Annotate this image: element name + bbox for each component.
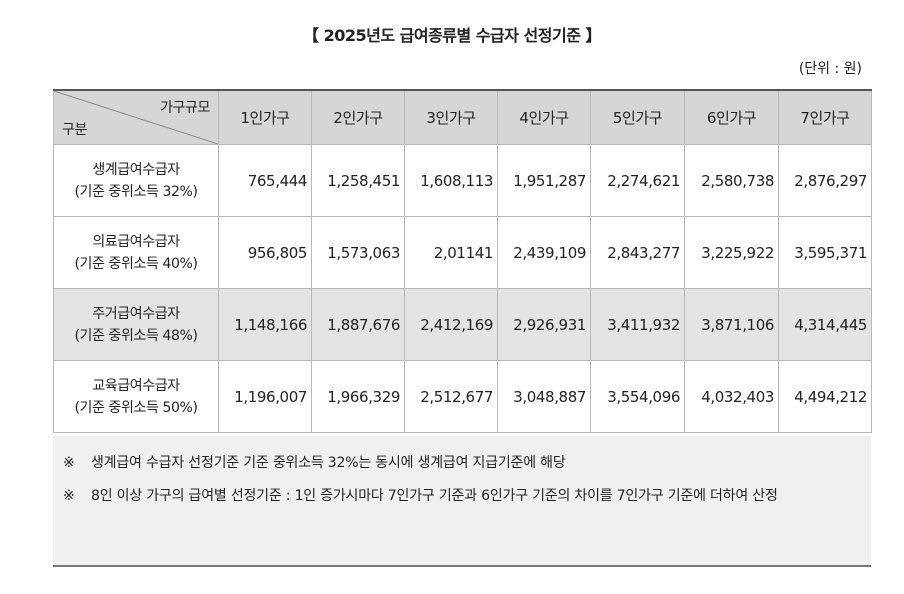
row-subtitle: (기준 중위소득 32%) bbox=[74, 183, 198, 200]
row-subtitle: (기준 중위소득 40%) bbox=[74, 255, 198, 272]
table-row: 생계급여수급자 (기준 중위소득 32%) 765,444 1,258,451 … bbox=[53, 144, 872, 217]
selection-criteria-table: 가구규모 구분 1인가구 2인가구 3인가구 4인가구 5인가구 6인가구 7인… bbox=[53, 89, 872, 433]
column-header: 5인가구 bbox=[590, 89, 685, 145]
row-header-cell: 생계급여수급자 (기준 중위소득 32%) bbox=[53, 144, 219, 217]
row-header-cell: 의료급여수급자 (기준 중위소득 40%) bbox=[53, 216, 219, 289]
table-cell: 3,225,922 bbox=[684, 216, 779, 289]
table-cell: 2,01141 bbox=[404, 216, 498, 289]
reference-mark: ※ bbox=[63, 488, 75, 504]
column-header: 7인가구 bbox=[778, 89, 872, 145]
table-cell: 2,843,277 bbox=[590, 216, 685, 289]
table-row: 주거급여수급자 (기준 중위소득 48%) 1,148,166 1,887,67… bbox=[53, 288, 872, 361]
corner-household-size-label: 가구규모 bbox=[160, 100, 210, 116]
column-header: 3인가구 bbox=[404, 89, 498, 145]
page-title: 【 2025년도 급여종류별 수급자 선정기준 】 bbox=[303, 26, 601, 45]
table-cell: 1,951,287 bbox=[497, 144, 591, 217]
row-subtitle: (기준 중위소득 48%) bbox=[74, 327, 198, 344]
notes-box: ※ 생계급여 수급자 선정기준 기준 중위소득 32%는 동시에 생계급여 지급… bbox=[53, 436, 871, 567]
column-header: 6인가구 bbox=[684, 89, 779, 145]
table-cell: 2,412,169 bbox=[404, 288, 498, 361]
table-cell: 956,805 bbox=[218, 216, 312, 289]
table-cell: 2,580,738 bbox=[684, 144, 779, 217]
row-subtitle: (기준 중위소득 50%) bbox=[74, 399, 198, 416]
corner-diagonal-line bbox=[54, 91, 218, 144]
table-cell: 1,887,676 bbox=[311, 288, 405, 361]
table-cell: 3,411,932 bbox=[590, 288, 685, 361]
note-text: 8인 이상 가구의 급여별 선정기준 : 1인 증가시마다 7인가구 기준과 6… bbox=[91, 488, 778, 504]
table-cell: 3,595,371 bbox=[778, 216, 872, 289]
row-title: 의료급여수급자 bbox=[92, 233, 180, 250]
reference-mark: ※ bbox=[63, 455, 75, 471]
table-cell: 4,494,212 bbox=[778, 360, 872, 433]
unit-label: (단위 : 원) bbox=[798, 61, 862, 77]
table-cell: 1,573,063 bbox=[311, 216, 405, 289]
table-row: 의료급여수급자 (기준 중위소득 40%) 956,805 1,573,063 … bbox=[53, 216, 872, 289]
corner-header-cell: 가구규모 구분 bbox=[53, 89, 219, 145]
table-cell: 1,196,007 bbox=[218, 360, 312, 433]
row-title: 교육급여수급자 bbox=[92, 377, 180, 394]
column-header: 1인가구 bbox=[218, 89, 312, 145]
table-cell: 1,258,451 bbox=[311, 144, 405, 217]
table-cell: 1,966,329 bbox=[311, 360, 405, 433]
row-title: 주거급여수급자 bbox=[92, 305, 180, 322]
table-cell: 3,871,106 bbox=[684, 288, 779, 361]
table-cell: 2,876,297 bbox=[778, 144, 872, 217]
table-cell: 4,032,403 bbox=[684, 360, 779, 433]
table-cell: 1,608,113 bbox=[404, 144, 498, 217]
table-cell: 2,926,931 bbox=[497, 288, 591, 361]
table-cell: 2,512,677 bbox=[404, 360, 498, 433]
table-cell: 2,274,621 bbox=[590, 144, 685, 217]
row-header-cell: 주거급여수급자 (기준 중위소득 48%) bbox=[53, 288, 219, 361]
column-header: 2인가구 bbox=[311, 89, 405, 145]
note-text: 생계급여 수급자 선정기준 기준 중위소득 32%는 동시에 생계급여 지급기준… bbox=[91, 455, 566, 471]
corner-category-label: 구분 bbox=[62, 122, 87, 138]
table-row: 교육급여수급자 (기준 중위소득 50%) 1,196,007 1,966,32… bbox=[53, 360, 872, 433]
table-cell: 4,314,445 bbox=[778, 288, 872, 361]
table-cell: 2,439,109 bbox=[497, 216, 591, 289]
row-header-cell: 교육급여수급자 (기준 중위소득 50%) bbox=[53, 360, 219, 433]
table-cell: 765,444 bbox=[218, 144, 312, 217]
note-item: ※ 생계급여 수급자 선정기준 기준 중위소득 32%는 동시에 생계급여 지급… bbox=[63, 452, 861, 475]
note-item: ※ 8인 이상 가구의 급여별 선정기준 : 1인 증가시마다 7인가구 기준과… bbox=[63, 485, 861, 508]
table-cell: 1,148,166 bbox=[218, 288, 312, 361]
table-cell: 3,048,887 bbox=[497, 360, 591, 433]
column-header: 4인가구 bbox=[497, 89, 591, 145]
row-title: 생계급여수급자 bbox=[92, 161, 180, 178]
table-cell: 3,554,096 bbox=[590, 360, 685, 433]
header-row: 가구규모 구분 1인가구 2인가구 3인가구 4인가구 5인가구 6인가구 7인… bbox=[53, 89, 872, 145]
